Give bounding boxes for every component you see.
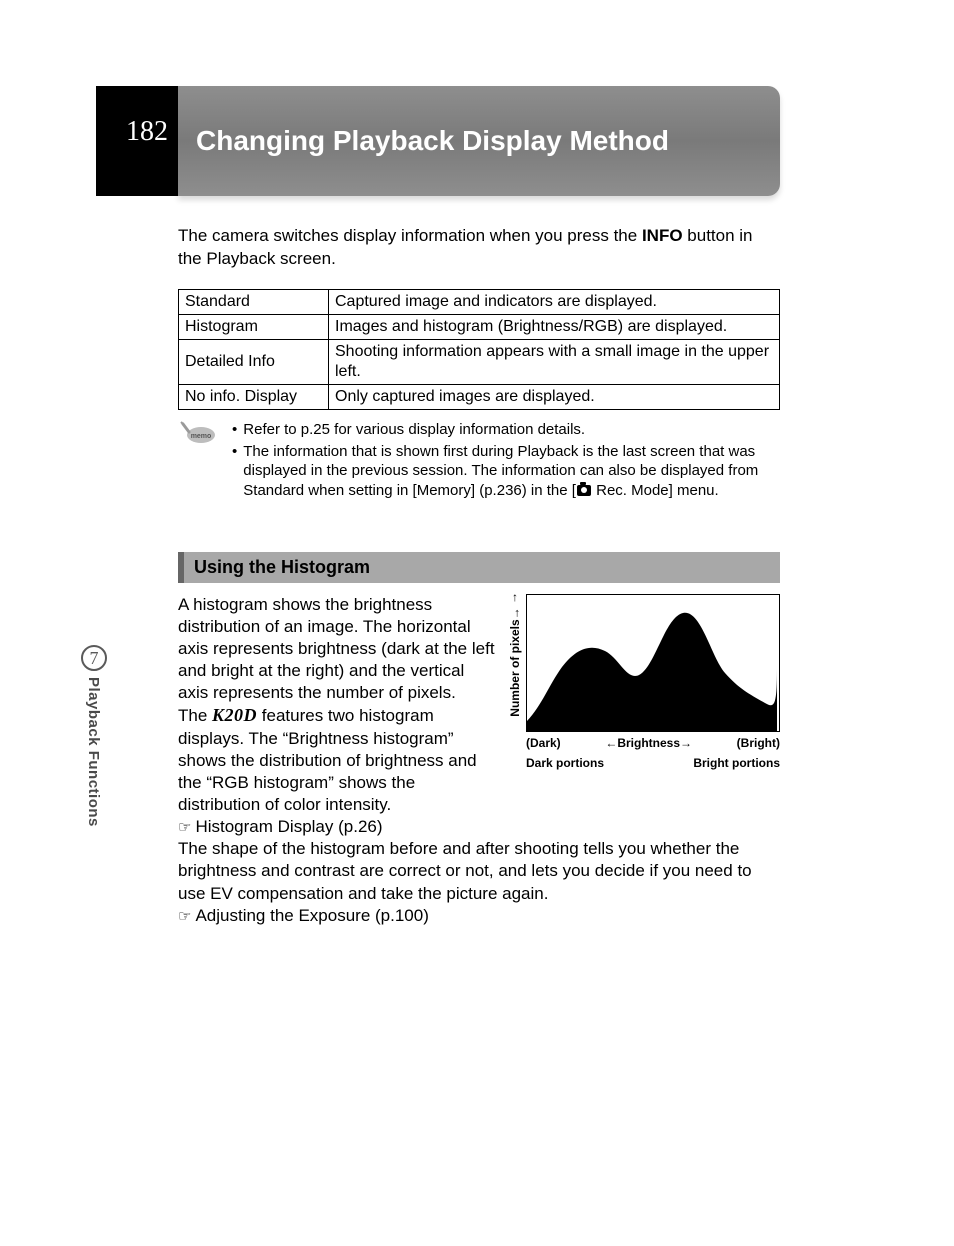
table-row: StandardCaptured image and indicators ar… — [179, 289, 780, 314]
hist-para-2: The K20D features two histogram displays… — [178, 704, 498, 816]
pointer-icon: ☞ — [178, 908, 191, 925]
page-title-banner: Changing Playback Display Method — [178, 86, 780, 196]
svg-text:memo: memo — [191, 433, 212, 440]
memo-block: memo Refer to p.25 for various display i… — [178, 420, 780, 502]
ref-exposure: ☞Adjusting the Exposure (p.100) — [178, 905, 780, 927]
section-heading: Using the Histogram — [178, 552, 780, 583]
side-tab: 7 Playback Functions — [78, 645, 112, 827]
chapter-label: Playback Functions — [85, 677, 102, 827]
table-row: Detailed InfoShooting information appear… — [179, 339, 780, 384]
display-modes-table: StandardCaptured image and indicators ar… — [178, 289, 780, 410]
hist-para-1: A histogram shows the brightness distrib… — [178, 594, 498, 704]
pointer-icon: ☞ — [178, 819, 191, 836]
mode-label: No info. Display — [179, 384, 329, 409]
content-area: The camera switches display information … — [178, 225, 780, 410]
memo-item: Refer to p.25 for various display inform… — [232, 420, 780, 440]
hist-p2-pre: The — [178, 706, 212, 725]
mode-desc: Captured image and indicators are displa… — [329, 289, 780, 314]
intro-paragraph: The camera switches display information … — [178, 225, 780, 271]
mode-desc: Only captured images are displayed. — [329, 384, 780, 409]
histogram-section: A histogram shows the brightness distrib… — [178, 594, 780, 927]
info-button-label: INFO — [642, 226, 683, 245]
memo-list: Refer to p.25 for various display inform… — [232, 420, 780, 502]
camera-model: K20D — [212, 705, 257, 725]
histogram-chart — [526, 594, 780, 732]
page-number: 182 — [96, 86, 178, 196]
mode-desc: Shooting information appears with a smal… — [329, 339, 780, 384]
hist-para-3: The shape of the histogram before and af… — [178, 838, 780, 904]
mode-label: Histogram — [179, 314, 329, 339]
table-row: HistogramImages and histogram (Brightnes… — [179, 314, 780, 339]
x-mid: ←Brightness→ — [561, 736, 737, 750]
y-axis-label: Number of pixels→ — [508, 592, 522, 732]
camera-icon — [577, 485, 591, 496]
ref1-text: Histogram Display (p.26) — [195, 817, 382, 836]
chapter-number: 7 — [81, 645, 107, 671]
memo-icon: memo — [178, 420, 218, 502]
mode-label: Detailed Info — [179, 339, 329, 384]
ref-histogram-display: ☞Histogram Display (p.26) — [178, 816, 780, 838]
mode-desc: Images and histogram (Brightness/RGB) ar… — [329, 314, 780, 339]
caption-labels: Dark portions Bright portions — [526, 756, 780, 770]
x-left: (Dark) — [526, 736, 561, 750]
mode-label: Standard — [179, 289, 329, 314]
table-row: No info. DisplayOnly captured images are… — [179, 384, 780, 409]
intro-pre: The camera switches display information … — [178, 226, 642, 245]
ref2-text: Adjusting the Exposure (p.100) — [195, 906, 428, 925]
caption-left: Dark portions — [526, 756, 604, 770]
memo-item: The information that is shown first duri… — [232, 442, 780, 501]
x-axis-labels: (Dark) ←Brightness→ (Bright) — [526, 736, 780, 750]
caption-right: Bright portions — [693, 756, 780, 770]
x-right: (Bright) — [737, 736, 780, 750]
